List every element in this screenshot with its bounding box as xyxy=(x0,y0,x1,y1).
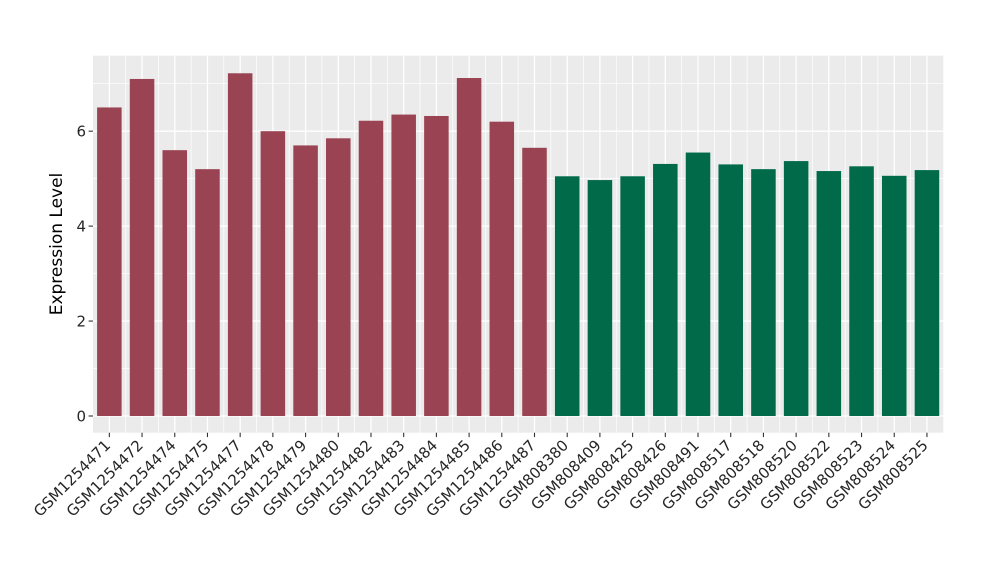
bar-GSM808425 xyxy=(620,176,645,416)
bar-GSM1254472 xyxy=(129,78,155,416)
bar-GSM808518 xyxy=(751,169,776,416)
bar-GSM1254484 xyxy=(424,115,449,417)
bar-GSM1254474 xyxy=(162,150,188,416)
y-tick-label: 0 xyxy=(76,408,86,426)
bar-GSM808517 xyxy=(718,164,743,416)
bar-GSM1254475 xyxy=(195,169,220,416)
bar-GSM1254485 xyxy=(456,78,482,416)
bar-GSM1254486 xyxy=(489,121,515,416)
bar-GSM1254483 xyxy=(391,114,416,417)
bar-GSM1254482 xyxy=(358,120,384,416)
bar-GSM1254477 xyxy=(227,73,253,416)
y-tick-label: 4 xyxy=(76,218,86,236)
bar-GSM808380 xyxy=(554,176,580,416)
bar-GSM808491 xyxy=(685,152,711,416)
bar-GSM1254487 xyxy=(522,147,547,416)
bar-GSM1254478 xyxy=(260,131,286,416)
y-tick-label: 6 xyxy=(76,123,86,141)
bar-GSM808523 xyxy=(849,166,874,416)
bar-GSM808426 xyxy=(653,163,678,416)
bar-GSM808525 xyxy=(914,170,940,416)
y-tick-label: 2 xyxy=(76,313,86,331)
bar-GSM1254479 xyxy=(293,145,318,416)
y-axis-title: Expression Level xyxy=(47,172,67,316)
bar-GSM808520 xyxy=(783,161,809,416)
bar-GSM808524 xyxy=(881,175,907,416)
bar-GSM808409 xyxy=(587,180,613,416)
bar-GSM1254471 xyxy=(97,107,122,416)
bar-GSM808522 xyxy=(816,171,842,416)
bar-GSM1254480 xyxy=(326,138,351,416)
